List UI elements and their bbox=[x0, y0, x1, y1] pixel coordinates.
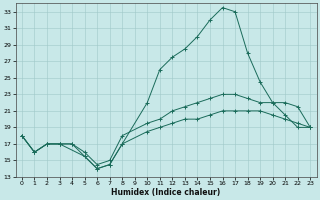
X-axis label: Humidex (Indice chaleur): Humidex (Indice chaleur) bbox=[111, 188, 221, 197]
